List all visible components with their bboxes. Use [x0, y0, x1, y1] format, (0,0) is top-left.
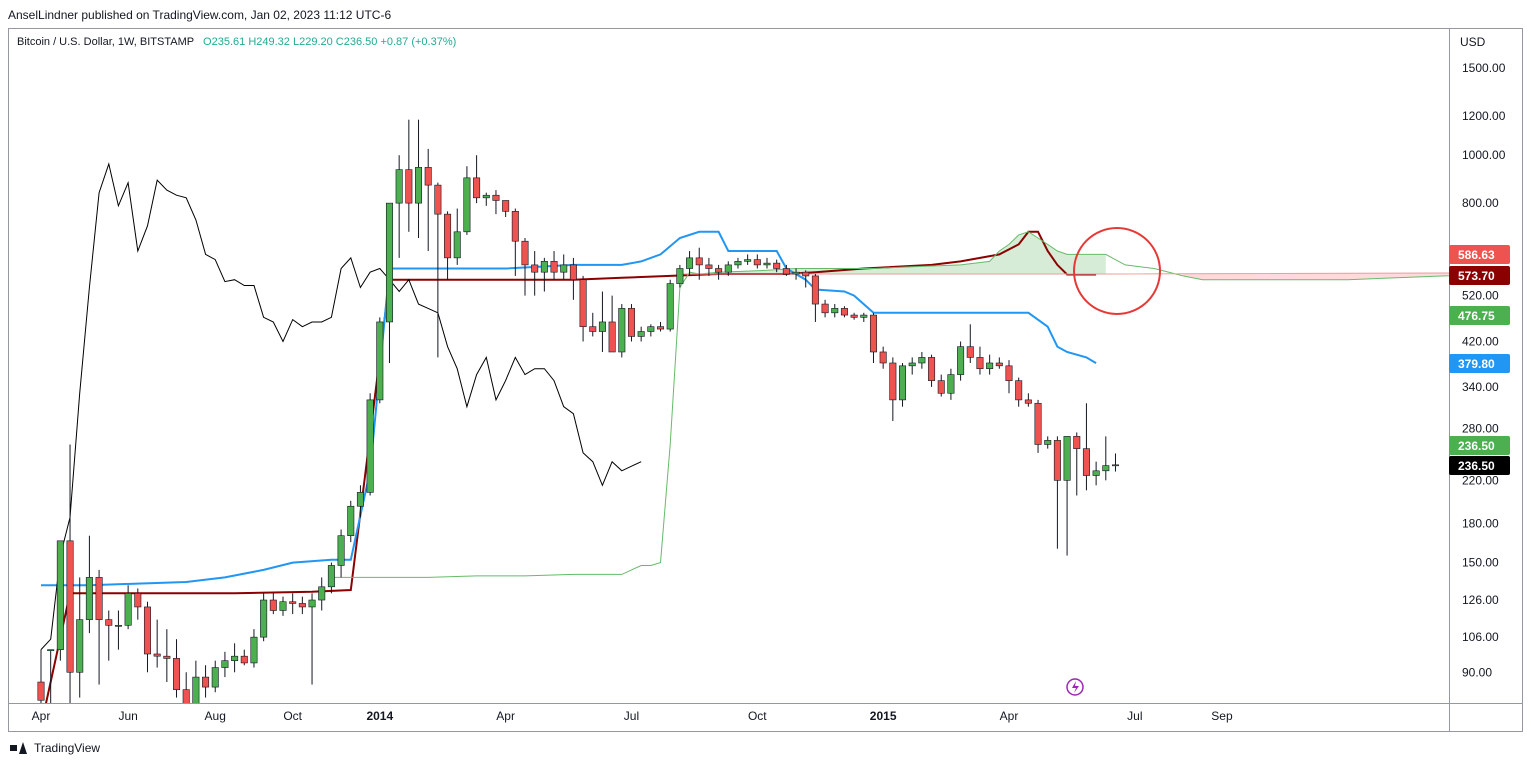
legend-change: +0.87 (+0.37%) [380, 36, 457, 48]
legend-close: C236.50 [335, 36, 378, 48]
symbol-name: Bitcoin / U.S. Dollar, 1W, BITSTAMP [17, 36, 194, 48]
tradingview-brand: TradingView [34, 741, 101, 755]
tradingview-footer: TradingView [10, 741, 100, 755]
time-axis-divider [8, 703, 1523, 704]
published-caption: AnselLindner published on TradingView.co… [8, 8, 392, 22]
chart-frame [8, 28, 1523, 732]
tradingview-logo-icon [10, 742, 28, 754]
legend-high: H249.32 [248, 36, 290, 48]
legend-open: O235.61 [203, 36, 246, 48]
legend-low: L229.20 [292, 36, 333, 48]
currency-label[interactable]: USD [1460, 35, 1486, 49]
price-axis-divider [1449, 28, 1450, 732]
symbol-legend: Bitcoin / U.S. Dollar, 1W, BITSTAMP O235… [17, 36, 456, 48]
